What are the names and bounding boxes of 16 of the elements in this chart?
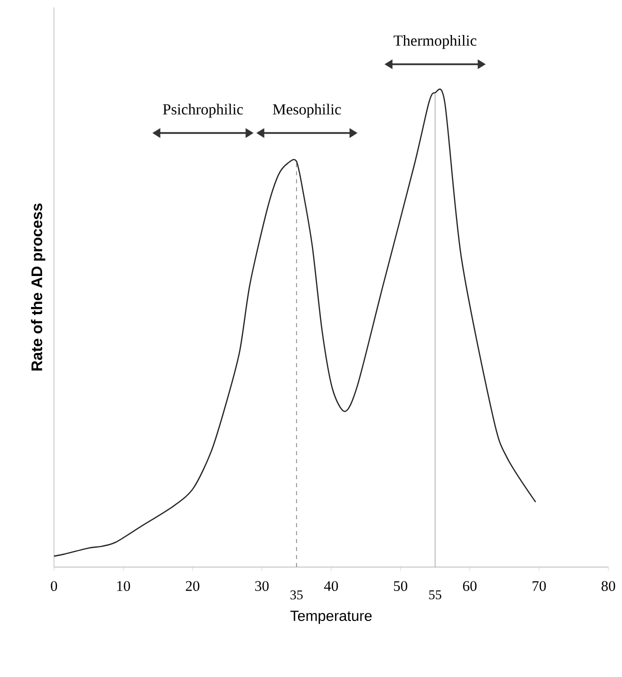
x-axis-title: Temperature [290, 610, 372, 624]
x-tick-label: 50 [394, 581, 408, 591]
ref-line-label: 35 [290, 590, 302, 600]
text: Thermophilic [394, 34, 476, 49]
x-tick-label: 70 [532, 581, 546, 591]
ref-line-label: 55 [429, 590, 442, 600]
x-tick-label: 80 [601, 581, 615, 591]
y-axis-title: Rate of the AD process [30, 204, 46, 370]
x-tick-label: 20 [186, 581, 200, 591]
x-tick-label: 10 [117, 581, 130, 591]
x-tick-label: 0 [50, 581, 57, 591]
x-tick-label: 40 [324, 581, 338, 591]
annotation: Mesophilic [272, 104, 341, 118]
annotation: Psichrophilic [162, 104, 243, 118]
x-tick-label: 30 [255, 581, 268, 591]
x-tick-label: 60 [462, 581, 476, 591]
